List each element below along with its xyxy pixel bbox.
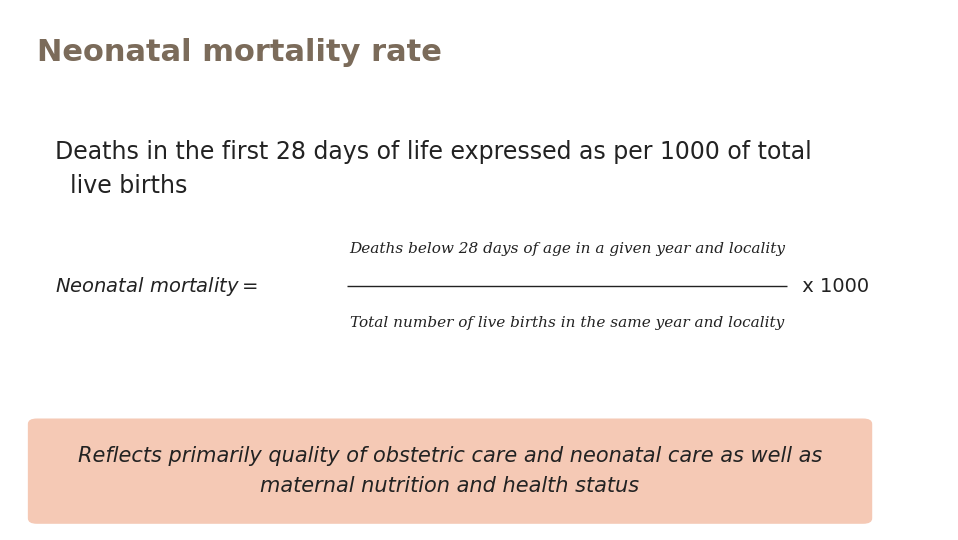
Text: x 1000: x 1000 [796,276,869,296]
Text: $\mathit{Neonatal\ mortality} = $: $\mathit{Neonatal\ mortality} = $ [55,275,258,298]
Text: Deaths in the first 28 days of life expressed as per 1000 of total
  live births: Deaths in the first 28 days of life expr… [55,140,811,198]
FancyBboxPatch shape [28,418,872,524]
Text: Deaths below 28 days of age in a given year and locality: Deaths below 28 days of age in a given y… [349,242,785,256]
Text: Neonatal mortality rate: Neonatal mortality rate [36,38,442,67]
Text: Total number of live births in the same year and locality: Total number of live births in the same … [350,316,784,330]
Text: Reflects primarily quality of obstetric care and neonatal care as well as
matern: Reflects primarily quality of obstetric … [78,447,822,496]
